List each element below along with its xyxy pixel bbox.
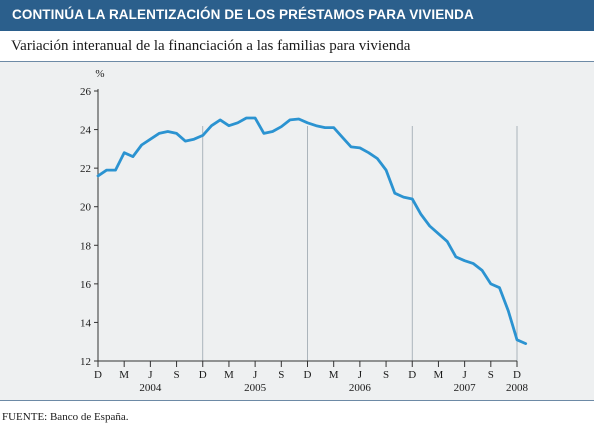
data-point [245,117,247,119]
chart-subtitle: Variación interanual de la financiación … [11,38,411,54]
data-point [175,132,177,134]
y-tick-label: 14 [80,317,92,329]
x-tick-label: J [358,369,363,381]
x-tick-label: M [224,369,234,381]
x-tick-label: M [434,369,444,381]
data-point [219,119,221,121]
data-point [437,233,439,235]
x-tick-label: J [253,369,258,381]
x-tick-label: M [119,369,129,381]
data-point [97,175,99,177]
data-point [114,169,116,171]
data-point [228,125,230,127]
data-point [123,152,125,154]
x-tick-label: D [304,369,312,381]
y-tick-label: 12 [80,356,91,368]
title-bar: CONTINÚA LA RALENTIZACIÓN DE LOS PRÉSTAM… [0,0,594,31]
data-point [167,130,169,132]
x-tick-label: D [513,369,521,381]
data-point [490,283,492,285]
data-point [149,138,151,140]
top-divider [0,61,594,62]
x-tick-label: S [278,369,284,381]
x-tick-label: D [94,369,102,381]
bottom-divider [0,400,594,401]
x-tick-label: J [148,369,153,381]
data-point [507,310,509,312]
data-point [420,213,422,215]
year-label: 2005 [244,382,267,394]
data-point [140,144,142,146]
data-point [472,262,474,264]
data-point [315,125,317,127]
data-point [106,169,108,171]
data-point [516,339,518,341]
y-tick-label: 26 [80,86,92,98]
y-tick-label: 16 [80,279,92,291]
data-point [498,287,500,289]
data-point [132,155,134,157]
data-point [463,260,465,262]
year-label: 2008 [506,382,529,394]
data-point [481,269,483,271]
y-tick-label: 18 [80,240,92,252]
data-point [324,126,326,128]
data-point [394,192,396,194]
y-tick-label: 22 [80,163,91,175]
data-point [158,132,160,134]
data-point [193,138,195,140]
year-label: 2004 [139,382,162,394]
data-point [298,118,300,120]
data-point [210,125,212,127]
x-tick-label: D [408,369,416,381]
chart-title: CONTINÚA LA RALENTIZACIÓN DE LOS PRÉSTAM… [12,7,474,22]
data-point [289,119,291,121]
data-point [280,126,282,128]
y-unit-label: % [95,68,104,80]
data-point [411,198,413,200]
x-tick-label: J [462,369,467,381]
data-point [359,147,361,149]
y-tick-label: 20 [80,202,92,214]
x-tick-label: S [488,369,494,381]
data-point [271,130,273,132]
data-point [429,225,431,227]
source-note: FUENTE: Banco de España. [2,411,129,423]
data-point [367,152,369,154]
data-point [306,122,308,124]
data-point [446,240,448,242]
x-tick-label: S [174,369,180,381]
x-tick-label: M [329,369,339,381]
x-tick-label: S [383,369,389,381]
data-point [350,146,352,148]
data-point [525,342,527,344]
data-point [455,256,457,258]
year-label: 2007 [454,382,477,394]
data-point [263,132,265,134]
data-point [341,136,343,138]
data-line [96,116,528,345]
data-point [333,126,335,128]
data-point [237,122,239,124]
y-tick-label: 24 [80,125,92,137]
year-label: 2006 [349,382,372,394]
data-point [402,196,404,198]
data-point [202,134,204,136]
data-point [254,117,256,119]
data-point [376,157,378,159]
data-point [184,140,186,142]
data-point [385,169,387,171]
x-tick-label: D [199,369,207,381]
